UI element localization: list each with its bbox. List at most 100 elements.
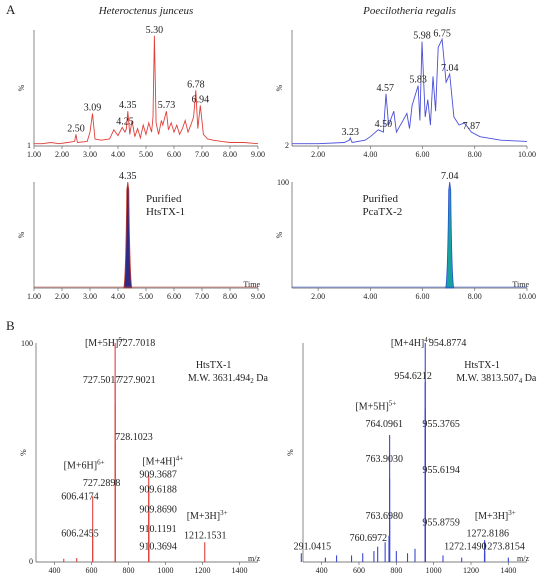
- y-axis-label: %: [19, 449, 28, 456]
- mass-label: 910.1191: [140, 524, 177, 535]
- y-max-label: 100: [277, 178, 289, 187]
- x-tick-label: 4.00: [111, 150, 125, 159]
- x-tick-label: 6.00: [416, 292, 430, 301]
- x-axis-label: m/z: [248, 554, 260, 563]
- peak-label: 4.57: [376, 83, 394, 94]
- peak-label: 5.30: [146, 25, 164, 36]
- x-tick-label: 400: [49, 566, 61, 575]
- x-tick-label: 400: [316, 566, 328, 575]
- mass-label: 909.6188: [139, 485, 177, 496]
- peak-label: 4.25: [116, 116, 134, 127]
- peak-label: 6.75: [433, 28, 451, 39]
- x-tick-label: 1.00: [27, 150, 41, 159]
- x-tick-label: 3.00: [83, 150, 97, 159]
- x-tick-label: 5.00: [139, 150, 153, 159]
- charge-state-label: [M+6H]6+: [64, 459, 105, 472]
- x-tick-label: 600: [353, 566, 365, 575]
- peak-label: 4.35: [119, 100, 137, 111]
- x-tick-label: 8.00: [223, 150, 237, 159]
- mass-label: 763.9030: [365, 454, 403, 465]
- mass-label: 728.1023: [115, 432, 153, 443]
- x-tick-label: 2.00: [311, 292, 325, 301]
- x-tick-label: 1400: [232, 566, 248, 575]
- y-axis-label: %: [286, 449, 295, 456]
- x-tick-label: 4.00: [363, 292, 377, 301]
- y-axis-label: %: [17, 231, 26, 238]
- x-tick-label: 9.00: [251, 150, 265, 159]
- chart-title: HtsTX-1: [464, 360, 500, 371]
- x-tick-label: 800: [123, 566, 135, 575]
- charge-state-label: [M+5H]5+: [355, 400, 396, 413]
- x-tick-label: 10.00: [518, 150, 536, 159]
- chromatogram-heteroctenus: 1.00 2.00 3.00 4.00 5.00 6.00 7.00 8.00 9.00% Het…: [17, 5, 265, 159]
- mass-label: 954.8774: [429, 338, 467, 349]
- mass-label: 910.3694: [139, 542, 177, 553]
- y-axis-label: %: [17, 84, 26, 91]
- x-tick-label: 600: [86, 566, 98, 575]
- x-tick-label: 800: [390, 566, 402, 575]
- panel-label-b: B: [6, 318, 15, 333]
- peak-label: 6.94: [192, 94, 210, 105]
- chromatogram-trace: [292, 37, 528, 145]
- peak-label: 7.04: [441, 171, 459, 182]
- mass-label: 1273.8154: [482, 542, 525, 553]
- y-min-label: 0: [29, 557, 33, 566]
- x-tick-label: 7.00: [195, 150, 209, 159]
- x-tick-label: 1200: [463, 566, 479, 575]
- x-tick-label: 2.00: [311, 150, 325, 159]
- mass-label: 727.9021: [118, 375, 156, 386]
- mass-label: 727.7018: [118, 338, 156, 349]
- chromatogram-purified-pcatx2: 2.00 4.00 6.00 8.00 10.00% Time 7.04 PurifiedPc…: [275, 171, 536, 301]
- mass-label: 606.2455: [61, 529, 99, 540]
- x-tick-label: 4.00: [363, 150, 377, 159]
- x-axis-label: Time: [512, 280, 529, 289]
- mass-spectrum-htstx1: 400 600 800 1000 1200 1400%m/z1000HtsTX-1M.W.…: [19, 336, 268, 575]
- chart-title-line: Purified: [146, 193, 182, 205]
- charge-state-label: [M+4H]4+: [391, 336, 432, 349]
- peak-label: 5.83: [409, 75, 427, 86]
- chart-title-line: HtsTX-1: [146, 206, 185, 218]
- x-tick-label: 6.00: [167, 292, 181, 301]
- x-axis-label: m/z: [517, 554, 529, 563]
- mass-label: 727.5017: [83, 375, 121, 386]
- chart-title: Poecilotheria regalis: [362, 5, 456, 17]
- mass-label: 1212.1531: [184, 531, 227, 542]
- peak-shape: [445, 181, 455, 289]
- mass-spectrum-right: 400 600 800 1000 1200 1400% m/z HtsTX-1 M.W. 381…: [286, 336, 537, 575]
- charge-state-label: [M+5H]5+: [85, 336, 126, 349]
- x-tick-label: 2.00: [55, 150, 69, 159]
- x-tick-label: 2.00: [55, 292, 69, 301]
- x-tick-label: 1400: [500, 566, 516, 575]
- peak-label: 3.23: [341, 127, 359, 138]
- molecular-weight: M.W. 3813.5074 Da: [456, 373, 537, 385]
- y-axis-label: %: [275, 231, 284, 238]
- y-min-label: 1: [27, 141, 31, 150]
- mass-label: 909.3687: [139, 469, 177, 480]
- mass-label: 955.8759: [422, 518, 460, 529]
- x-tick-label: 6.00: [167, 150, 181, 159]
- peak-label: 3.09: [84, 103, 102, 114]
- mass-label: 764.0961: [365, 419, 403, 430]
- x-tick-label: 8.00: [223, 292, 237, 301]
- charge-state-label: [M+4H]4+: [142, 454, 183, 467]
- mass-label: 955.3765: [422, 419, 460, 430]
- chart-title-line: PcaTX-2: [363, 206, 403, 218]
- mass-label: 909.8690: [139, 504, 177, 515]
- chart-title-line: Purified: [363, 193, 399, 205]
- x-tick-label: 5.00: [139, 292, 153, 301]
- peak-label: 5.73: [158, 100, 176, 111]
- charge-state-label: [M+3H]3+: [475, 509, 516, 522]
- mass-label: 606.4174: [61, 491, 99, 502]
- peak-label: 2.50: [67, 123, 85, 134]
- chromatogram-purified-htstx1: 1.00 2.00 3.00 4.00 5.00 6.00 7.00 8.00 9.00% Tim…: [17, 171, 265, 301]
- peak-shape: [123, 181, 133, 289]
- mass-label: 727.2898: [83, 478, 121, 489]
- mass-label: 955.6194: [422, 465, 460, 476]
- mass-label: 760.6972: [350, 533, 388, 544]
- peak-label: 7.87: [463, 121, 481, 132]
- mass-label: 1272.8186: [467, 529, 510, 540]
- x-tick-label: 1000: [158, 566, 174, 575]
- peak-label: 4.50: [375, 119, 393, 130]
- mass-label: 763.6980: [365, 511, 403, 522]
